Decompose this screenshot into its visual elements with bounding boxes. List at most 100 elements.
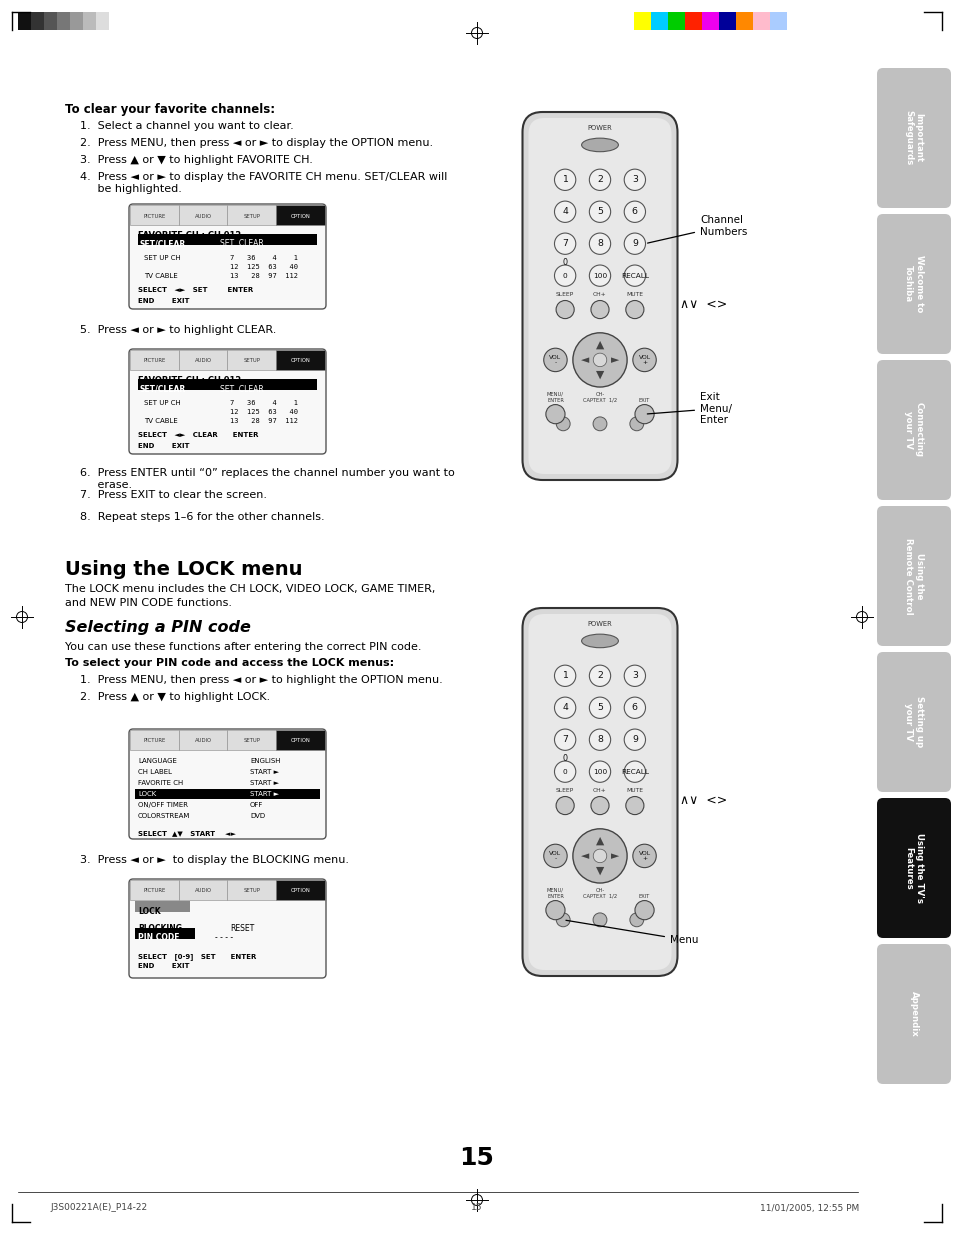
Text: 15: 15 — [471, 1203, 482, 1213]
Text: LOCK: LOCK — [138, 791, 156, 797]
Circle shape — [556, 913, 570, 927]
Text: SELECT   ◄►   CLEAR      ENTER: SELECT ◄► CLEAR ENTER — [138, 432, 258, 438]
Text: TV CABLE: TV CABLE — [144, 273, 177, 279]
Text: SET/CLEAR: SET/CLEAR — [140, 385, 186, 394]
Text: 8.  Repeat steps 1–6 for the other channels.: 8. Repeat steps 1–6 for the other channe… — [80, 512, 324, 522]
Text: 2: 2 — [597, 671, 602, 680]
Circle shape — [623, 169, 645, 190]
Text: - - - -: - - - - — [214, 933, 233, 943]
Bar — [130, 205, 178, 225]
Bar — [44, 12, 57, 30]
Text: 100: 100 — [592, 769, 606, 775]
Bar — [70, 12, 83, 30]
Text: 8: 8 — [597, 735, 602, 744]
Text: Exit
Menu/
Enter: Exit Menu/ Enter — [647, 392, 731, 426]
Text: END       EXIT: END EXIT — [138, 963, 190, 969]
Bar — [130, 350, 178, 370]
Bar — [276, 205, 325, 225]
Circle shape — [573, 829, 626, 884]
Circle shape — [589, 201, 610, 222]
Text: AUDIO: AUDIO — [194, 738, 212, 744]
Bar — [130, 731, 178, 750]
Text: ◄: ◄ — [580, 355, 589, 365]
Text: 4.  Press ◄ or ► to display the FAVORITE CH menu. SET/CLEAR will
     be highlig: 4. Press ◄ or ► to display the FAVORITE … — [80, 172, 447, 194]
Circle shape — [623, 233, 645, 254]
Bar — [178, 880, 227, 900]
Ellipse shape — [581, 138, 618, 152]
Text: 8: 8 — [597, 239, 602, 248]
Text: Selecting a PIN code: Selecting a PIN code — [65, 619, 251, 636]
Bar — [30, 12, 44, 30]
Text: PICTURE: PICTURE — [143, 888, 165, 893]
Text: COLORSTREAM: COLORSTREAM — [138, 813, 191, 819]
Text: 3: 3 — [631, 671, 638, 680]
Text: VOL
-: VOL - — [549, 354, 561, 365]
Text: Appendix: Appendix — [908, 991, 918, 1037]
Text: PICTURE: PICTURE — [143, 738, 165, 744]
Text: END       EXIT: END EXIT — [138, 443, 190, 449]
Bar — [178, 731, 227, 750]
Bar — [227, 350, 276, 370]
Bar — [701, 12, 719, 30]
Text: and NEW PIN CODE functions.: and NEW PIN CODE functions. — [65, 598, 232, 608]
Text: LANGUAGE: LANGUAGE — [138, 758, 176, 764]
Circle shape — [545, 901, 564, 919]
Text: SLEEP: SLEEP — [556, 291, 574, 296]
Circle shape — [589, 761, 610, 782]
Circle shape — [635, 405, 654, 423]
Circle shape — [625, 301, 643, 318]
FancyBboxPatch shape — [876, 798, 950, 938]
Text: 15: 15 — [459, 1146, 494, 1170]
Circle shape — [623, 697, 645, 718]
Circle shape — [554, 665, 576, 686]
FancyBboxPatch shape — [528, 118, 671, 474]
Bar — [276, 350, 325, 370]
Bar — [227, 205, 276, 225]
Bar — [227, 880, 276, 900]
Text: Welcome to
Toshiba: Welcome to Toshiba — [903, 255, 923, 312]
Text: 6: 6 — [631, 207, 638, 216]
Circle shape — [623, 729, 645, 750]
Bar — [135, 928, 194, 939]
Text: POWER: POWER — [587, 126, 612, 131]
Text: SETUP: SETUP — [243, 359, 260, 364]
Circle shape — [589, 169, 610, 190]
Circle shape — [589, 729, 610, 750]
Text: Channel
Numbers: Channel Numbers — [647, 215, 746, 243]
Text: FAVORITE CH : CH 012: FAVORITE CH : CH 012 — [138, 376, 241, 385]
Circle shape — [556, 796, 574, 814]
Circle shape — [593, 913, 606, 927]
FancyBboxPatch shape — [522, 112, 677, 480]
Text: Using the LOCK menu: Using the LOCK menu — [65, 560, 302, 579]
Text: 7.  Press EXIT to clear the screen.: 7. Press EXIT to clear the screen. — [80, 490, 267, 500]
Text: ON/OFF TIMER: ON/OFF TIMER — [138, 802, 188, 808]
Bar — [684, 12, 701, 30]
Text: 7: 7 — [561, 735, 568, 744]
Circle shape — [543, 844, 567, 868]
Text: Important
Safeguards: Important Safeguards — [903, 110, 923, 165]
Ellipse shape — [581, 634, 618, 648]
Text: Using the TV's
Features: Using the TV's Features — [903, 833, 923, 903]
Text: 9: 9 — [631, 735, 638, 744]
Text: AUDIO: AUDIO — [194, 213, 212, 218]
Text: MENU/
ENTER: MENU/ ENTER — [546, 391, 563, 402]
Text: 0: 0 — [562, 258, 567, 267]
Text: 2: 2 — [597, 175, 602, 184]
Text: MUTE: MUTE — [626, 291, 642, 296]
Text: FAVORITE CH : CH 012: FAVORITE CH : CH 012 — [138, 231, 241, 239]
Text: SET/CLEAR: SET/CLEAR — [140, 239, 186, 248]
FancyBboxPatch shape — [876, 944, 950, 1083]
Circle shape — [623, 265, 645, 286]
FancyBboxPatch shape — [876, 506, 950, 647]
Circle shape — [554, 265, 576, 286]
Text: AUDIO: AUDIO — [194, 359, 212, 364]
Text: CH+: CH+ — [593, 787, 606, 792]
Circle shape — [545, 405, 564, 423]
Text: CH LABEL: CH LABEL — [138, 769, 172, 775]
Circle shape — [623, 761, 645, 782]
Text: 3.  Press ▲ or ▼ to highlight FAVORITE CH.: 3. Press ▲ or ▼ to highlight FAVORITE CH… — [80, 155, 313, 165]
Text: You can use these functions after entering the correct PIN code.: You can use these functions after enteri… — [65, 642, 421, 652]
Text: 5: 5 — [597, 703, 602, 712]
Text: ▲: ▲ — [596, 835, 603, 847]
Circle shape — [556, 417, 570, 431]
